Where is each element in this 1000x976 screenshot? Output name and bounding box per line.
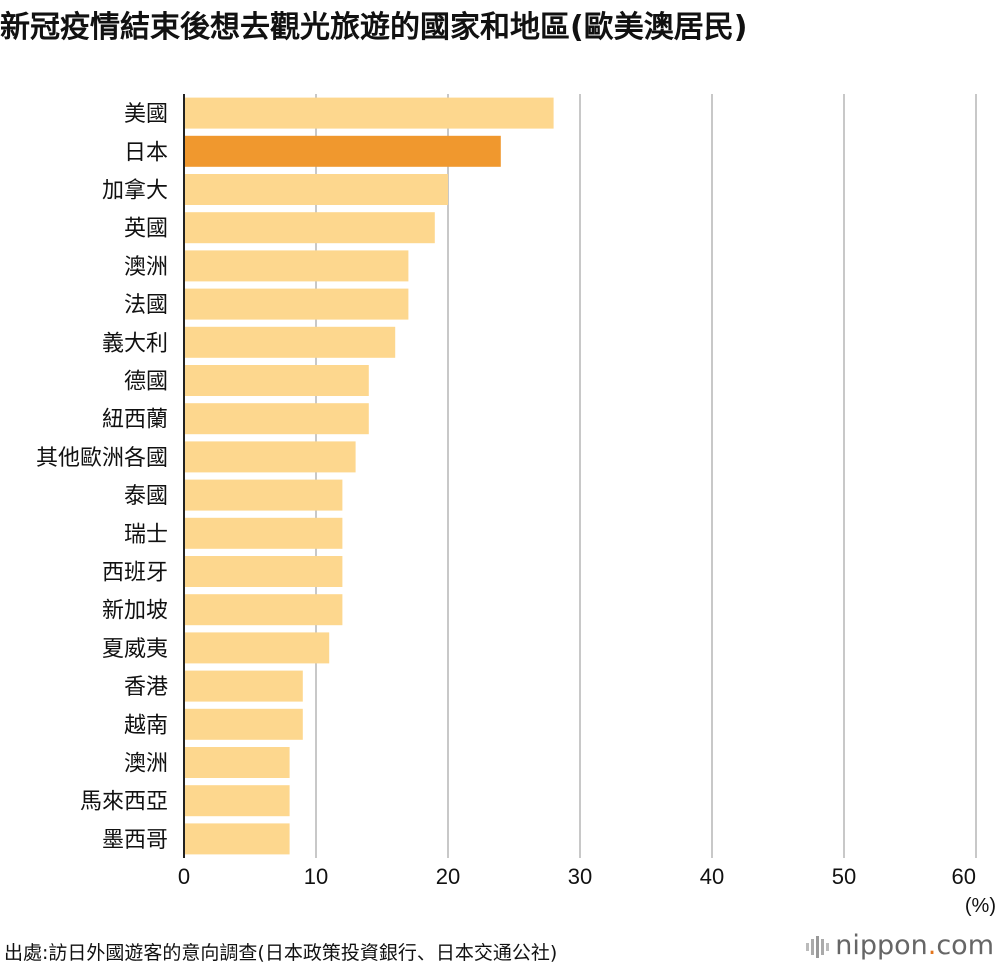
bar	[184, 785, 290, 817]
brand-logo: nippon.com	[805, 930, 994, 961]
category-labels: 美國日本加拿大英國澳洲法國義大利德國紐西蘭其他歐洲各國泰國瑞士西班牙新加坡夏威夷…	[36, 102, 168, 853]
category-label: 美國	[124, 102, 168, 127]
bar	[184, 632, 330, 664]
category-label: 越南	[124, 713, 168, 738]
bar	[184, 670, 303, 702]
x-unit-label: (%)	[965, 895, 996, 917]
x-tick-label: 60	[952, 864, 976, 889]
category-label: 其他歐洲各國	[36, 446, 168, 471]
bar-chart: 美國日本加拿大英國澳洲法國義大利德國紐西蘭其他歐洲各國泰國瑞士西班牙新加坡夏威夷…	[36, 94, 996, 917]
bar	[184, 365, 369, 396]
category-label: 日本	[124, 140, 168, 165]
category-label: 德國	[124, 370, 168, 395]
chart-title: 新冠疫情結束後想去觀光旅遊的國家和地區(歐美澳居民)	[0, 10, 748, 45]
category-label: 西班牙	[102, 561, 168, 586]
x-tick-label: 20	[436, 864, 460, 889]
category-label: 香港	[124, 675, 168, 700]
logo-bars-icon	[806, 935, 830, 958]
bar	[184, 250, 409, 282]
bars	[184, 97, 554, 855]
bar	[184, 556, 343, 587]
category-label: 馬來西亞	[80, 790, 168, 815]
category-label: 泰國	[124, 484, 168, 509]
x-tick-label: 10	[304, 864, 328, 889]
brand-suffix: com	[936, 930, 994, 961]
category-label: 夏威夷	[102, 637, 168, 662]
bar	[184, 288, 409, 320]
brand-prefix: nippon	[835, 930, 928, 961]
category-label: 法國	[124, 293, 168, 318]
bar	[184, 135, 501, 167]
bar	[184, 823, 290, 855]
x-tick-label: 0	[178, 864, 190, 889]
category-label: 瑞士	[124, 522, 168, 547]
bar	[184, 212, 435, 244]
category-label: 紐西蘭	[102, 408, 168, 433]
x-tick-label: 30	[568, 864, 592, 889]
bar	[184, 747, 290, 778]
category-label: 澳洲	[124, 752, 168, 777]
bar	[184, 479, 343, 511]
brand-dot: .	[927, 930, 937, 961]
category-label: 英國	[124, 217, 168, 242]
x-tick-label: 50	[832, 864, 856, 889]
x-tick-labels: 0 10 20 30 40 50 60	[178, 864, 976, 889]
bar	[184, 594, 343, 626]
bar	[184, 517, 343, 549]
category-label: 加拿大	[102, 178, 168, 204]
bar	[184, 441, 356, 473]
bar	[184, 403, 369, 435]
bar	[184, 97, 554, 129]
category-label: 義大利	[102, 331, 168, 356]
source-note: 出處:訪日外國遊客的意向調查(日本政策投資銀行、日本交通公社)	[4, 942, 558, 964]
category-label: 墨西哥	[102, 828, 168, 853]
x-tick-label: 40	[700, 864, 724, 889]
bar	[184, 326, 396, 358]
bar	[184, 708, 303, 740]
gridlines	[315, 94, 977, 858]
category-label: 澳洲	[124, 255, 168, 280]
category-label: 新加坡	[102, 599, 168, 624]
bar	[184, 174, 448, 205]
